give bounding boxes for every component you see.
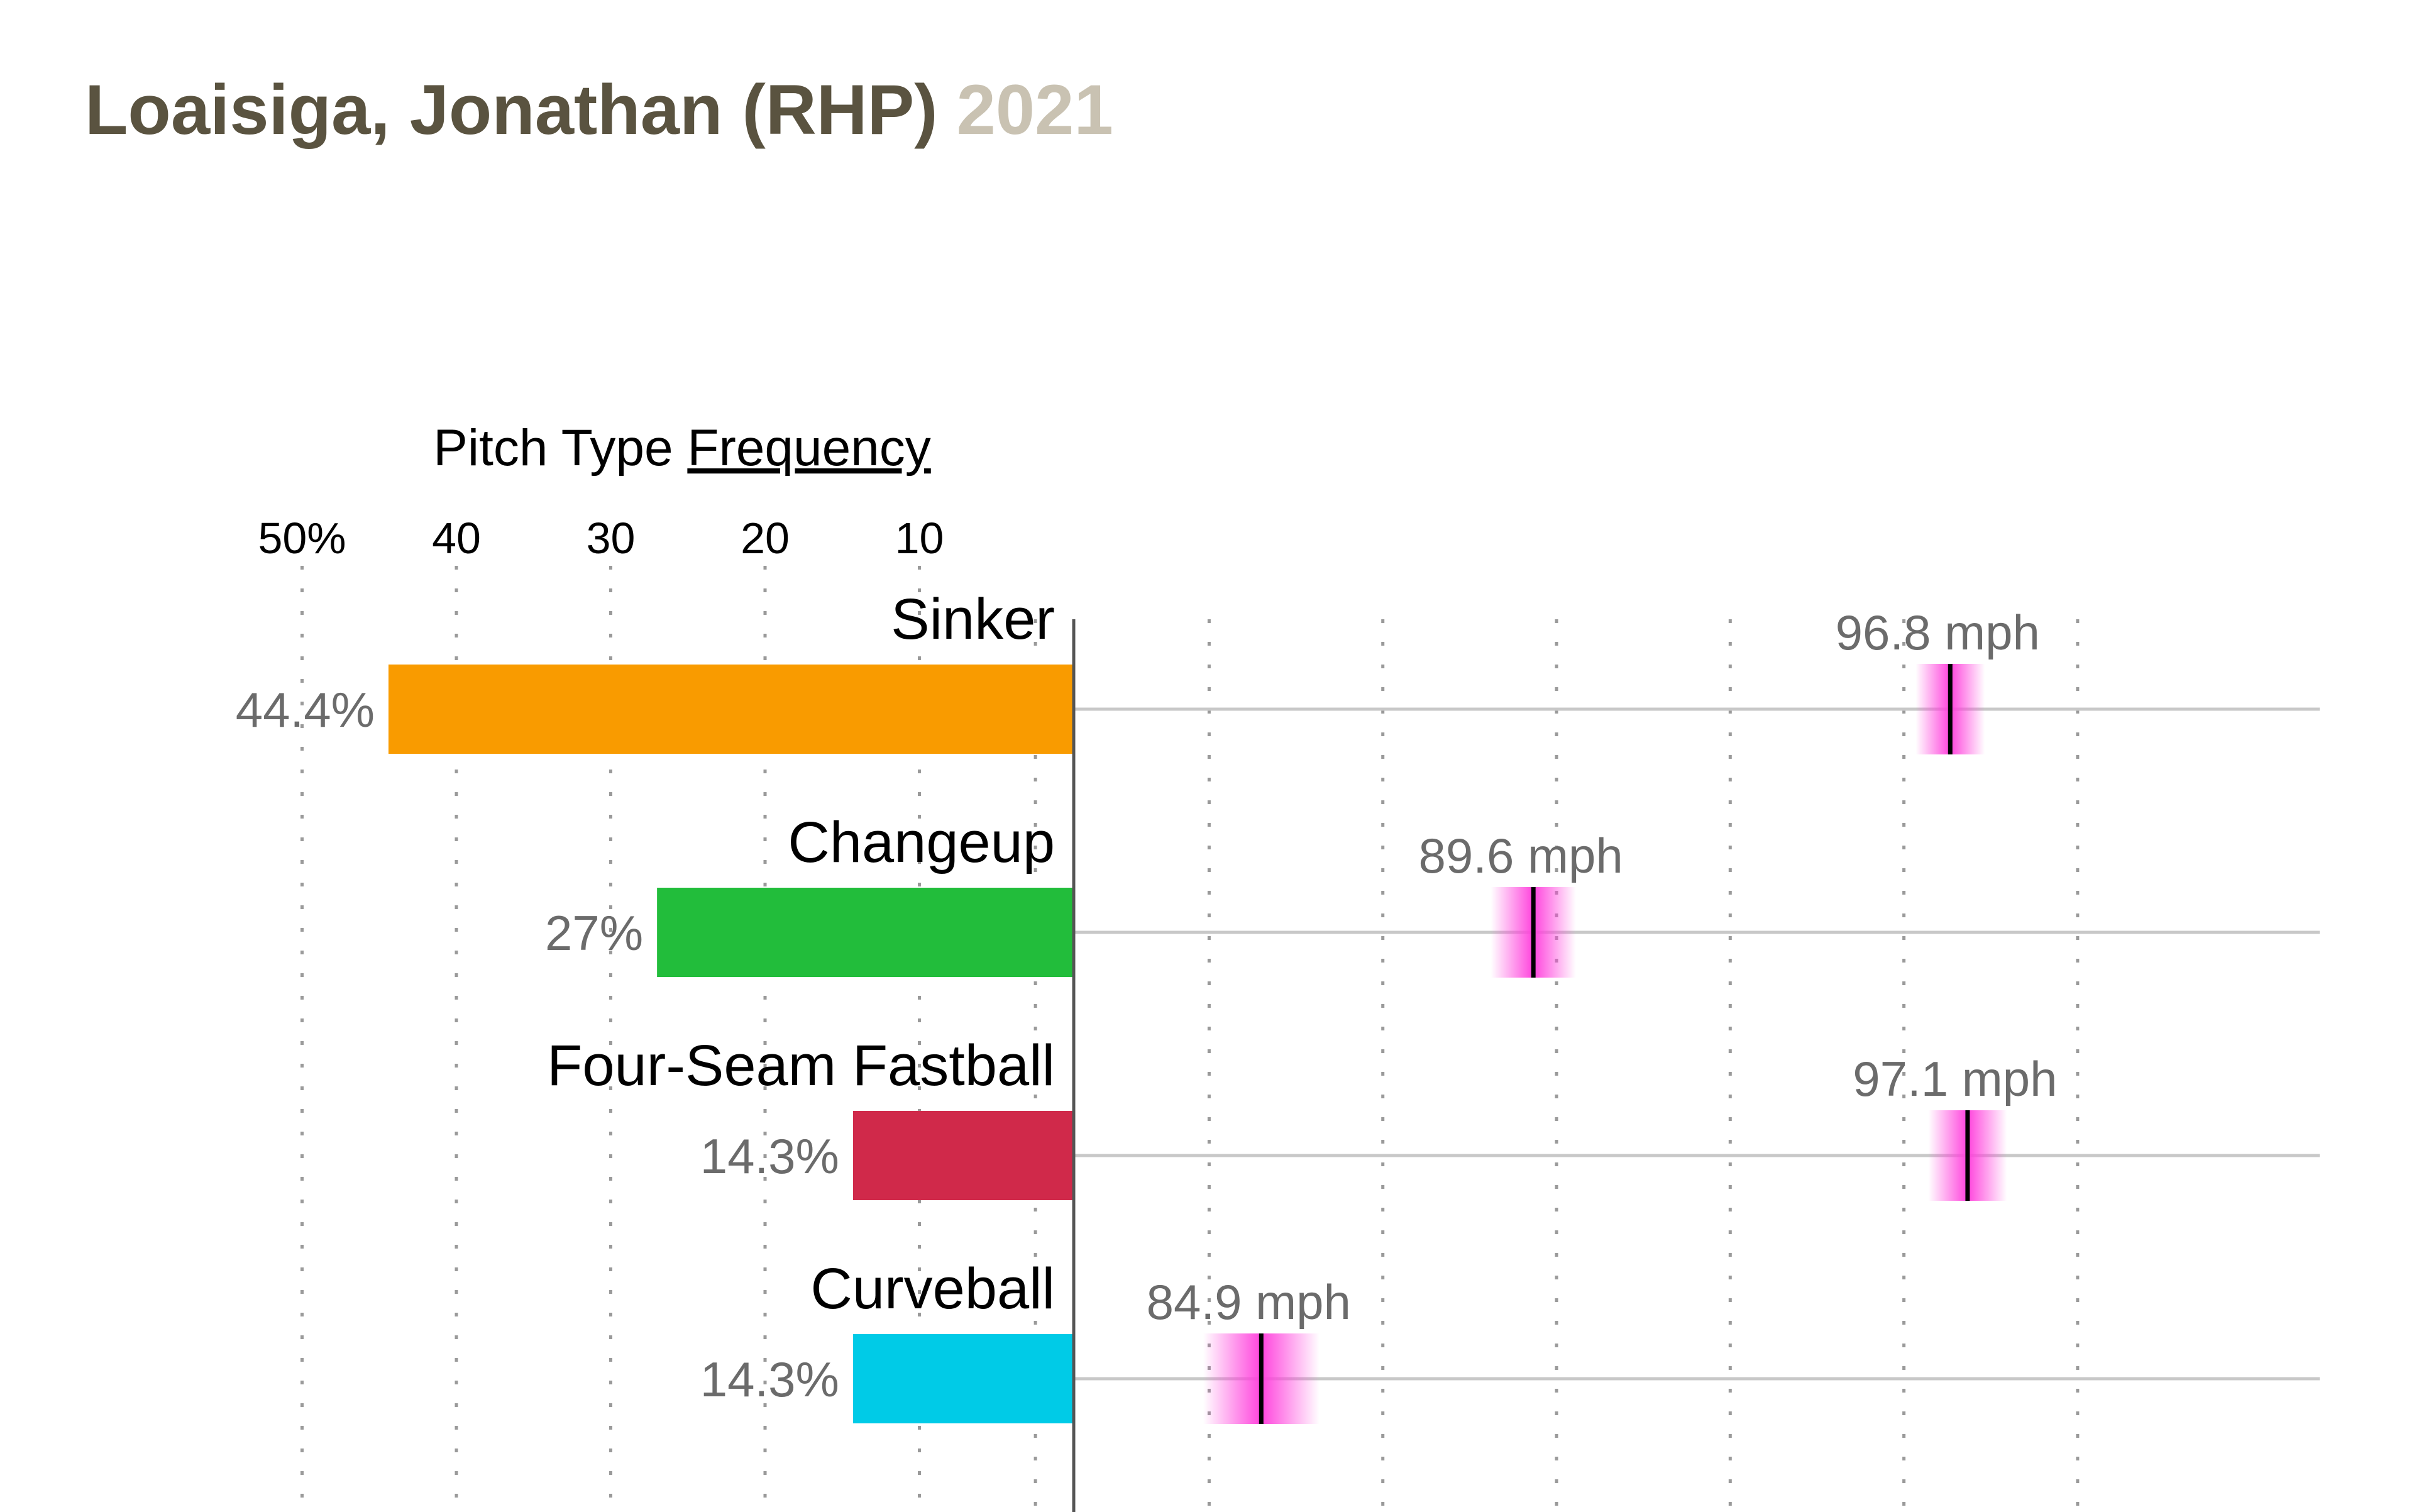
frequency-tick-label-20: 20 [741, 514, 790, 563]
velocity-label-changeup: 89.6 mph [1419, 828, 1623, 883]
pitch-name-curveball: Curveball [810, 1257, 1055, 1321]
velocity-label-four-seam-fastball: 97.1 mph [1853, 1051, 2057, 1106]
frequency-tick-label-30: 30 [587, 514, 636, 563]
pitch-name-changeup: Changeup [788, 810, 1055, 875]
frequency-axis-title: Pitch Type Frequency [433, 419, 931, 477]
velocity-label-curveball: 84.9 mph [1147, 1274, 1351, 1330]
frequency-tick-label-50: 50% [258, 514, 346, 563]
frequency-bar-four-seam-fastball [852, 1111, 1074, 1200]
frequency-label-four-seam-fastball: 14.3% [700, 1128, 839, 1184]
frequency-bar-sinker [388, 665, 1074, 754]
pitch-name-sinker: Sinker [891, 587, 1055, 651]
axis-title-prefix: Pitch Type [433, 419, 687, 477]
frequency-bar-changeup [657, 888, 1074, 977]
frequency-label-curveball: 14.3% [700, 1352, 839, 1407]
frequency-tick-label-40: 40 [432, 514, 481, 563]
season-year: 2021 [956, 70, 1113, 149]
page-title: Loaisiga, Jonathan (RHP) 2021 [85, 69, 1113, 150]
frequency-tick-label-10: 10 [895, 514, 944, 563]
frequency-label-sinker: 44.4% [236, 682, 375, 737]
grid-layer: 50% 40 30 20 10 [258, 514, 2080, 1512]
pitch-name-four-seam-fastball: Four-Seam Fastball [547, 1034, 1055, 1098]
velocity-label-sinker: 96.8 mph [1836, 605, 2040, 660]
frequency-bar-curveball [852, 1334, 1074, 1423]
axis-title-link: Frequency [687, 419, 930, 477]
player-name: Loaisiga, Jonathan (RHP) [85, 70, 938, 149]
marks-layer: 44.4% Sinker 96.8 mph 27% Changeup 89.6 mph 14… [236, 587, 2320, 1512]
frequency-label-changeup: 27% [545, 905, 643, 961]
